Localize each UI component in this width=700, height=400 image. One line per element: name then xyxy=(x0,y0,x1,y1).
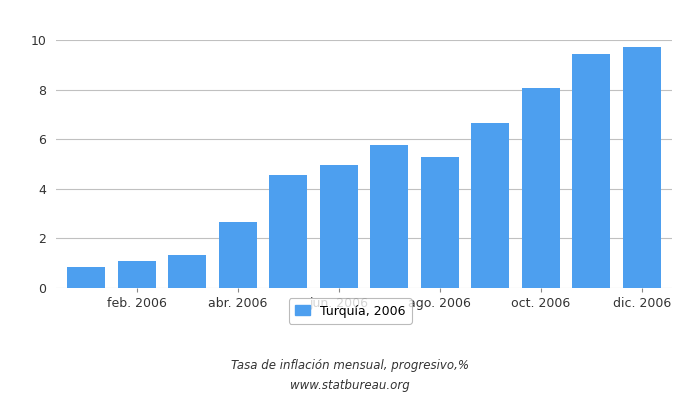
Bar xyxy=(623,47,661,288)
Bar xyxy=(320,165,358,288)
Bar xyxy=(168,255,206,288)
Bar xyxy=(522,88,560,288)
Bar xyxy=(67,268,105,288)
Legend: Turquía, 2006: Turquía, 2006 xyxy=(288,298,412,324)
Bar xyxy=(219,222,257,288)
Bar xyxy=(270,175,307,288)
Bar xyxy=(370,145,408,288)
Bar xyxy=(118,261,155,288)
Text: www.statbureau.org: www.statbureau.org xyxy=(290,380,410,392)
Bar xyxy=(421,156,458,288)
Bar xyxy=(471,122,509,288)
Text: Tasa de inflación mensual, progresivo,%: Tasa de inflación mensual, progresivo,% xyxy=(231,360,469,372)
Bar xyxy=(573,54,610,288)
